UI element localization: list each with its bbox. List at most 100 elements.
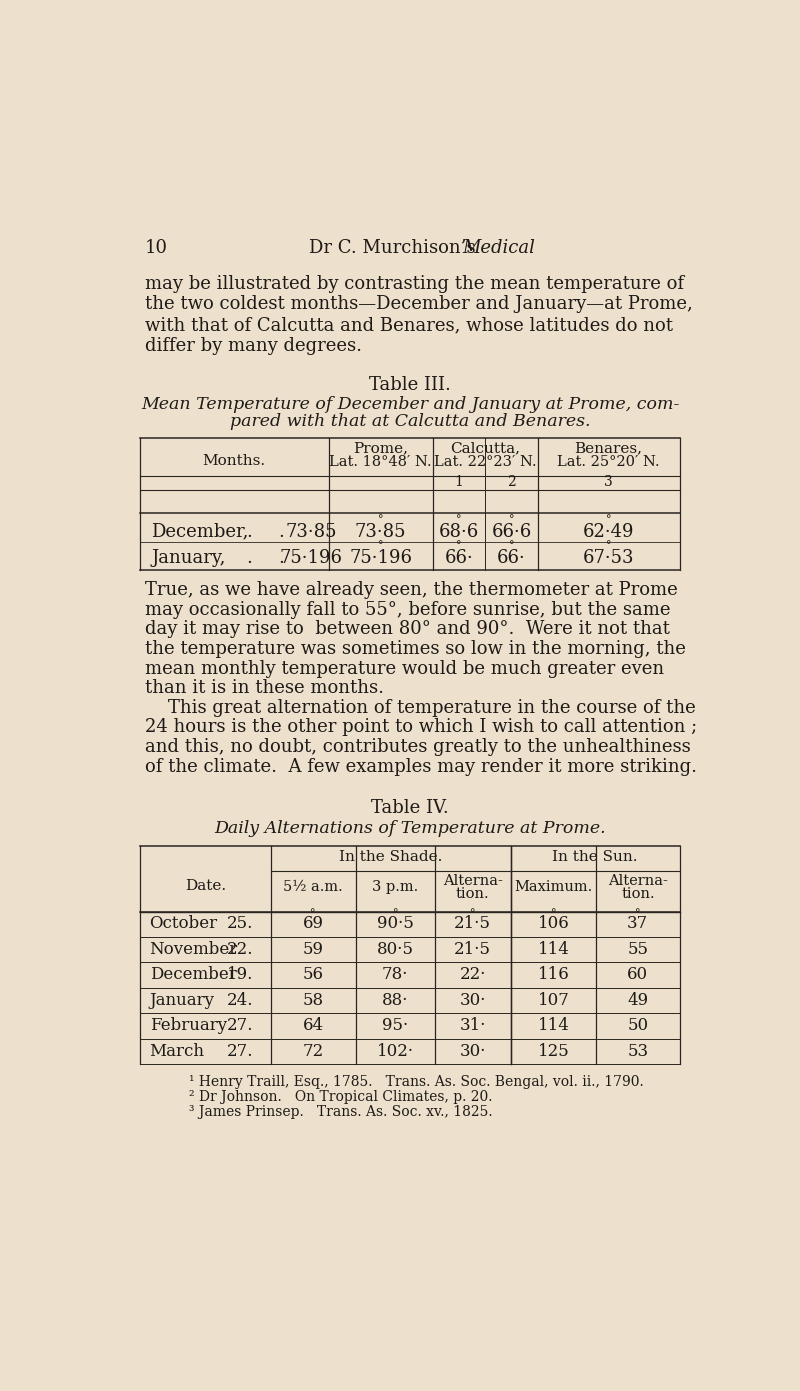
Text: February: February: [150, 1017, 226, 1034]
Text: True, as we have already seen, the thermometer at Prome: True, as we have already seen, the therm…: [145, 581, 678, 600]
Text: 95·: 95·: [382, 1017, 409, 1034]
Text: °: °: [456, 515, 462, 524]
Text: °: °: [310, 908, 316, 919]
Text: 106: 106: [538, 915, 570, 932]
Text: may be illustrated by contrasting the mean temperature of: may be illustrated by contrasting the me…: [145, 274, 684, 292]
Text: 30·: 30·: [459, 1042, 486, 1060]
Text: 125: 125: [538, 1042, 570, 1060]
Text: 58: 58: [302, 992, 324, 1008]
Text: the two coldest months—December and January—at Prome,: the two coldest months—December and Janu…: [145, 295, 693, 313]
Text: Dr C. Murchison’s: Dr C. Murchison’s: [310, 239, 482, 257]
Text: ¹ Henry Traill, Esq., 1785.   Trans. As. Soc. Bengal, vol. ii., 1790.: ¹ Henry Traill, Esq., 1785. Trans. As. S…: [189, 1074, 644, 1089]
Text: tion.: tion.: [456, 886, 490, 900]
Text: 37: 37: [627, 915, 649, 932]
Text: than it is in these months.: than it is in these months.: [145, 679, 384, 697]
Text: Date.: Date.: [185, 879, 226, 893]
Text: Prome,: Prome,: [353, 441, 408, 455]
Text: °: °: [456, 541, 462, 552]
Text: 67·53: 67·53: [582, 549, 634, 568]
Text: 90·5: 90·5: [377, 915, 414, 932]
Text: 55: 55: [627, 940, 648, 958]
Text: 73·85: 73·85: [355, 523, 406, 541]
Text: °: °: [470, 908, 475, 919]
Text: 22.: 22.: [227, 940, 254, 958]
Text: 50: 50: [627, 1017, 649, 1034]
Text: January: January: [150, 992, 214, 1008]
Text: 75·196: 75·196: [279, 549, 342, 568]
Text: tion.: tion.: [621, 886, 654, 900]
Text: 72: 72: [302, 1042, 324, 1060]
Text: of the climate.  A few examples may render it more striking.: of the climate. A few examples may rende…: [145, 758, 697, 776]
Text: °: °: [550, 908, 556, 919]
Text: 27.: 27.: [227, 1042, 254, 1060]
Text: 56: 56: [302, 967, 324, 983]
Text: Mean Temperature of December and January at Prome, com-: Mean Temperature of December and January…: [141, 395, 679, 413]
Text: Table IV.: Table IV.: [371, 798, 449, 817]
Text: 68·6: 68·6: [438, 523, 479, 541]
Text: Daily Alternations of Temperature at Prome.: Daily Alternations of Temperature at Pro…: [214, 819, 606, 837]
Text: 22·: 22·: [459, 967, 486, 983]
Text: November: November: [150, 940, 238, 958]
Text: .: .: [246, 523, 252, 541]
Text: 66·: 66·: [445, 549, 474, 568]
Text: January,: January,: [151, 549, 226, 568]
Text: 66·: 66·: [497, 549, 526, 568]
Text: .: .: [246, 549, 252, 568]
Text: 27.: 27.: [227, 1017, 254, 1034]
Text: Calcutta,: Calcutta,: [450, 441, 520, 455]
Text: October: October: [150, 915, 218, 932]
Text: 3 p.m.: 3 p.m.: [372, 881, 418, 894]
Text: Alterna-: Alterna-: [443, 875, 502, 889]
Text: March: March: [150, 1042, 205, 1060]
Text: 31·: 31·: [459, 1017, 486, 1034]
Text: Maximum.: Maximum.: [514, 881, 593, 894]
Text: °: °: [393, 908, 398, 919]
Text: 5½ a.m.: 5½ a.m.: [283, 881, 343, 894]
Text: In the Sun.: In the Sun.: [553, 850, 638, 864]
Text: 102·: 102·: [377, 1042, 414, 1060]
Text: Benares,: Benares,: [574, 441, 642, 455]
Text: 60: 60: [627, 967, 649, 983]
Text: 53: 53: [627, 1042, 649, 1060]
Text: 107: 107: [538, 992, 570, 1008]
Text: may occasionally fall to 55°, before sunrise, but the same: may occasionally fall to 55°, before sun…: [145, 601, 670, 619]
Text: 80·5: 80·5: [377, 940, 414, 958]
Text: .: .: [278, 523, 284, 541]
Text: This great alternation of temperature in the course of the: This great alternation of temperature in…: [145, 698, 696, 716]
Text: Lat. 22°23′ N.: Lat. 22°23′ N.: [434, 455, 537, 469]
Text: 78·: 78·: [382, 967, 409, 983]
Text: 10: 10: [145, 239, 168, 257]
Text: 62·49: 62·49: [582, 523, 634, 541]
Text: Lat. 18°48′ N.: Lat. 18°48′ N.: [330, 455, 432, 469]
Text: 114: 114: [538, 940, 570, 958]
Text: day it may rise to  between 80° and 90°.  Were it not that: day it may rise to between 80° and 90°. …: [145, 620, 670, 638]
Text: Months.: Months.: [202, 453, 266, 467]
Text: ² Dr Johnson.   On Tropical Climates, p. 20.: ² Dr Johnson. On Tropical Climates, p. 2…: [189, 1091, 493, 1104]
Text: 1: 1: [454, 474, 463, 488]
Text: ³ James Prinsep.   Trans. As. Soc. xv., 1825.: ³ James Prinsep. Trans. As. Soc. xv., 18…: [189, 1106, 493, 1120]
Text: 114: 114: [538, 1017, 570, 1034]
Text: mean monthly temperature would be much greater even: mean monthly temperature would be much g…: [145, 659, 664, 677]
Text: 19.: 19.: [227, 967, 254, 983]
Text: 116: 116: [538, 967, 570, 983]
Text: the temperature was sometimes so low in the morning, the: the temperature was sometimes so low in …: [145, 640, 686, 658]
Text: .: .: [278, 549, 284, 568]
Text: °: °: [509, 515, 514, 524]
Text: 64: 64: [302, 1017, 324, 1034]
Text: 24 hours is the other point to which I wish to call attention ;: 24 hours is the other point to which I w…: [145, 719, 698, 736]
Text: 24.: 24.: [227, 992, 254, 1008]
Text: 88·: 88·: [382, 992, 409, 1008]
Text: pared with that at Calcutta and Benares.: pared with that at Calcutta and Benares.: [230, 413, 590, 430]
Text: 69: 69: [302, 915, 324, 932]
Text: 75·196: 75·196: [349, 549, 412, 568]
Text: Table III.: Table III.: [369, 376, 451, 394]
Text: December,: December,: [151, 523, 249, 541]
Text: °: °: [635, 908, 641, 919]
Text: 30·: 30·: [459, 992, 486, 1008]
Text: 59: 59: [302, 940, 324, 958]
Text: and this, no doubt, contributes greatly to the unhealthiness: and this, no doubt, contributes greatly …: [145, 739, 690, 757]
Text: 2: 2: [507, 474, 516, 488]
Text: 25.: 25.: [227, 915, 254, 932]
Text: Medical: Medical: [462, 239, 535, 257]
Text: °: °: [606, 541, 611, 552]
